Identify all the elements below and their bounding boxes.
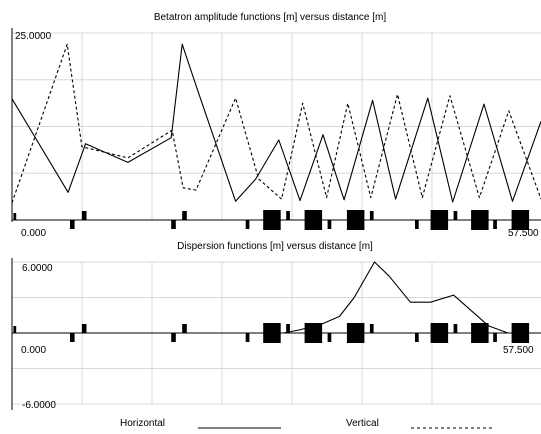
top-series-line-horizontal bbox=[11, 43, 541, 203]
bot-lattice-element-3 bbox=[171, 333, 176, 342]
legend-vertical-label: Vertical bbox=[346, 418, 379, 429]
top-lattice-element-16 bbox=[493, 220, 497, 229]
betatron-y-max-label: 25.0000 bbox=[15, 31, 52, 42]
top-lattice-element-15 bbox=[471, 210, 489, 230]
bot-lattice-element-2 bbox=[81, 324, 87, 333]
top-series-line-vertical bbox=[11, 43, 541, 203]
dispersion-y-min-label: -6.0000 bbox=[22, 400, 56, 411]
top-lattice-element-4 bbox=[182, 211, 187, 220]
bot-lattice-element-1 bbox=[70, 333, 75, 342]
betatron-chart-title: Betatron amplitude functions [m] versus … bbox=[154, 12, 387, 23]
dispersion-x-max-label: 57.500 bbox=[503, 345, 534, 356]
bot-lattice-element-16 bbox=[493, 333, 497, 342]
top-lattice-element-0 bbox=[13, 213, 17, 220]
top-lattice-element-17 bbox=[511, 210, 530, 230]
dispersion-x-min-label: 0.000 bbox=[21, 345, 46, 356]
bot-lattice-element-8 bbox=[304, 323, 323, 343]
top-lattice-element-2 bbox=[81, 211, 87, 220]
bot-lattice-element-5 bbox=[245, 333, 250, 342]
betatron-grid bbox=[11, 32, 541, 221]
bot-series-line-horizontal bbox=[12, 261, 541, 334]
bot-lattice-element-12 bbox=[415, 333, 419, 342]
top-lattice-element-14 bbox=[453, 211, 458, 220]
betatron-series bbox=[11, 43, 541, 203]
dispersion-y-max-label: 6.0000 bbox=[22, 263, 53, 274]
top-lattice-element-13 bbox=[430, 210, 449, 230]
bot-lattice-element-6 bbox=[263, 323, 281, 343]
top-lattice-element-10 bbox=[346, 210, 365, 230]
top-lattice-element-3 bbox=[171, 220, 176, 229]
top-lattice-element-9 bbox=[327, 220, 332, 229]
bot-lattice-element-9 bbox=[327, 333, 332, 342]
top-lattice-element-5 bbox=[245, 220, 250, 229]
legend: Horizontal Vertical bbox=[120, 418, 494, 429]
dispersion-chart-title: Dispersion functions [m] versus distance… bbox=[177, 241, 373, 252]
bot-lattice-element-17 bbox=[511, 323, 530, 343]
top-lattice-element-11 bbox=[369, 211, 374, 220]
bot-lattice-element-11 bbox=[369, 324, 374, 333]
bot-lattice-element-7 bbox=[286, 324, 290, 333]
bot-lattice-element-0 bbox=[13, 326, 17, 333]
top-lattice-element-8 bbox=[304, 210, 323, 230]
betatron-x-min-label: 0.000 bbox=[21, 228, 46, 239]
bot-lattice-element-4 bbox=[182, 324, 187, 333]
betatron-lattice bbox=[13, 210, 530, 230]
top-lattice-element-1 bbox=[70, 220, 75, 229]
top-lattice-element-12 bbox=[415, 220, 419, 229]
bot-lattice-element-13 bbox=[430, 323, 449, 343]
dispersion-lattice bbox=[13, 323, 530, 343]
dispersion-series bbox=[12, 261, 541, 334]
bot-lattice-element-15 bbox=[471, 323, 489, 343]
bot-lattice-element-14 bbox=[453, 324, 458, 333]
bot-lattice-element-10 bbox=[346, 323, 365, 343]
top-lattice-element-7 bbox=[286, 211, 290, 220]
legend-horizontal-label: Horizontal bbox=[120, 418, 165, 429]
top-lattice-element-6 bbox=[263, 210, 281, 230]
betatron-x-max-label: 57.500 bbox=[508, 228, 539, 239]
